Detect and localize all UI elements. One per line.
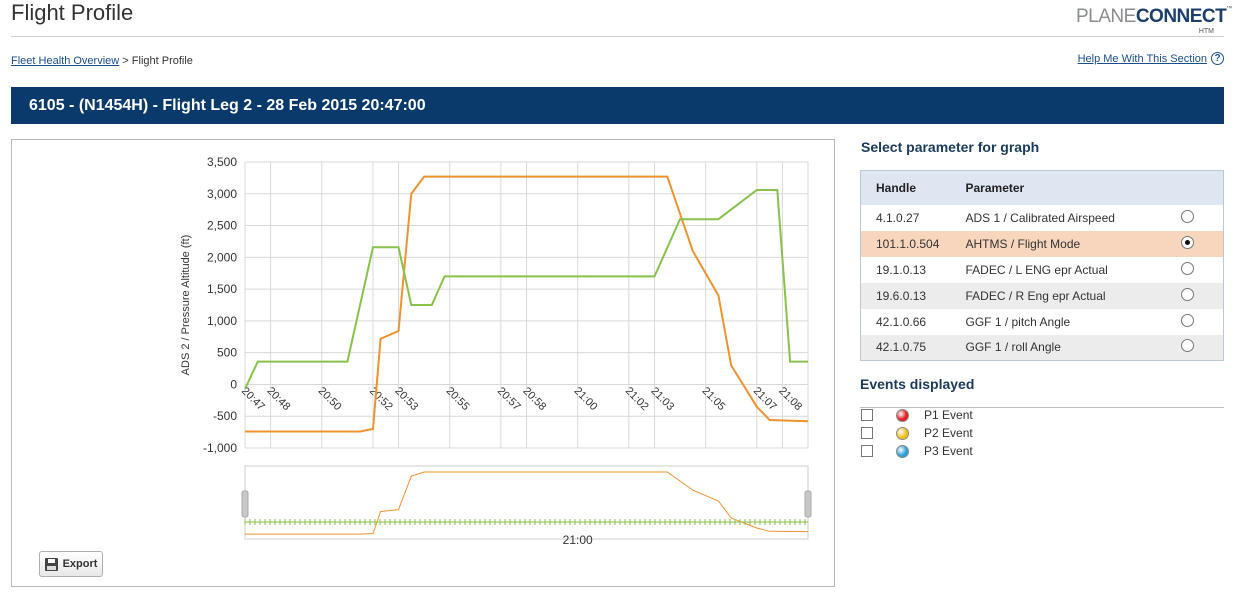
flight-banner: 6105 - (N1454H) - Flight Leg 2 - 28 Feb … (11, 87, 1224, 124)
event-label: P3 Event (924, 444, 973, 458)
breadcrumb-current: Flight Profile (131, 55, 193, 67)
navigator-frame (244, 465, 809, 540)
param-handle: 101.1.0.504 (860, 230, 951, 257)
y-axis-label: ADS 2 / Pressure Altitude (ft) (180, 235, 192, 376)
param-section-title: Select parameter for graph (861, 139, 1040, 155)
floppy-disk-icon (44, 557, 58, 571)
navigator-left-handle[interactable] (241, 490, 249, 518)
chart-panel: 3,500 3,000 2,500 2,000 1,500 1,000 500 0 -500 -1… (11, 139, 835, 587)
page-title: Flight Profile (11, 0, 134, 25)
param-handle: 4.1.0.27 (876, 210, 920, 225)
param-name: AHTMS / Flight Mode (950, 230, 1174, 257)
y-tick-label: 1,000 (207, 314, 237, 328)
navigator-right-handle[interactable] (804, 490, 812, 518)
export-button-label: Export (62, 558, 98, 570)
table-row[interactable]: 101.1.0.504 AHTMS / Flight Mode (860, 230, 1224, 257)
event-dot-icon (896, 444, 909, 458)
event-row: P3 Event (860, 442, 973, 460)
y-tick-label: -1,000 (203, 441, 237, 455)
events-divider (860, 407, 1224, 408)
breadcrumb: Fleet Health Overview > Flight Profile (11, 55, 193, 67)
y-tick-label: -500 (213, 409, 237, 423)
y-tick-label: 2,500 (207, 219, 237, 233)
event-dot-icon (896, 408, 909, 422)
y-tick-label: 3,000 (207, 187, 237, 201)
param-handle: 19.6.0.13 (860, 282, 951, 309)
table-row[interactable]: 42.1.0.75 GGF 1 / roll Angle (860, 334, 1224, 361)
export-button[interactable]: Export (39, 551, 103, 577)
event-row: P2 Event (860, 424, 973, 442)
help-section: Help Me With This Section ? (1078, 52, 1224, 65)
y-tick-label: 1,500 (207, 282, 237, 296)
breadcrumb-separator: > (122, 55, 129, 67)
event-label: P2 Event (924, 426, 973, 440)
table-row[interactable]: 4.1.0.27 ADS 1 / Calibrated Airspeed (861, 205, 1224, 231)
breadcrumb-fleet-health-link[interactable]: Fleet Health Overview (11, 55, 120, 67)
event-label: P1 Event (924, 408, 973, 422)
y-tick-label: 0 (230, 377, 237, 391)
event-checkbox[interactable] (861, 409, 873, 421)
y-tick-label: 2,000 (207, 250, 237, 264)
planeconnect-logo: PLANECONNECT™ HTM (1076, 6, 1233, 35)
column-header-handle: Handle (860, 170, 951, 205)
navigator-label: 21:00 (563, 533, 593, 547)
param-radio[interactable] (1180, 235, 1194, 249)
param-radio[interactable] (1180, 209, 1194, 223)
param-name: FADEC / L ENG epr Actual (965, 262, 1108, 277)
help-link[interactable]: Help Me With This Section (1077, 52, 1207, 65)
table-row[interactable]: 42.1.0.66 GGF 1 / pitch Angle (861, 309, 1224, 335)
param-radio[interactable] (1180, 313, 1194, 327)
param-name: ADS 1 / Calibrated Airspeed (965, 210, 1115, 225)
column-header-parameter: Parameter (950, 170, 1174, 205)
event-checkbox[interactable] (861, 427, 873, 439)
param-handle: 19.1.0.13 (876, 262, 927, 277)
event-checkbox[interactable] (861, 445, 873, 457)
param-name: GGF 1 / roll Angle (950, 334, 1174, 361)
param-radio[interactable] (1180, 261, 1194, 275)
question-circle-icon[interactable]: ? (1211, 52, 1224, 65)
events-section-title: Events displayed (860, 376, 975, 392)
param-radio[interactable] (1180, 287, 1194, 301)
event-dot-icon (896, 426, 909, 440)
series-line-2 (244, 189, 808, 390)
y-tick-label: 500 (217, 346, 237, 360)
param-name: GGF 1 / pitch Angle (965, 314, 1071, 329)
param-radio[interactable] (1180, 339, 1194, 353)
parameter-table: Handle Parameter 4.1.0.27 ADS 1 / Calibra… (860, 170, 1224, 361)
param-name: FADEC / R Eng epr Actual (950, 282, 1174, 309)
title-divider (11, 36, 1224, 37)
table-row[interactable]: 19.1.0.13 FADEC / L ENG epr Actual (861, 257, 1224, 283)
param-handle: 42.1.0.66 (876, 314, 927, 329)
series-line-1 (245, 175, 809, 433)
param-handle: 42.1.0.75 (860, 334, 951, 361)
flight-profile-chart: 3,500 3,000 2,500 2,000 1,500 1,000 500 0 -500 -1… (180, 155, 812, 547)
event-row: P1 Event (860, 406, 973, 424)
navigator-series (245, 471, 809, 535)
y-tick-label: 3,500 (207, 155, 237, 169)
table-row[interactable]: 19.6.0.13 FADEC / R Eng epr Actual (860, 282, 1224, 309)
